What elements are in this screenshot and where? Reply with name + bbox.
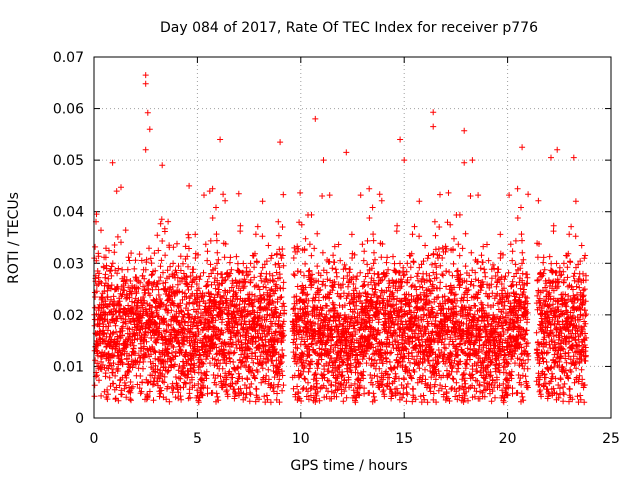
x-tick-label: 5 [193, 431, 202, 447]
y-tick-label: 0.05 [53, 153, 84, 169]
x-tick-label: 15 [395, 431, 413, 447]
x-tick-label: 10 [292, 431, 310, 447]
y-tick-label: 0.06 [53, 102, 84, 118]
y-tick-label: 0.02 [53, 308, 84, 324]
roti-points [91, 72, 590, 406]
x-tick-label: 25 [602, 431, 620, 447]
y-tick-label: 0.01 [53, 359, 84, 375]
y-tick-label: 0.07 [53, 50, 84, 66]
y-tick-label: 0 [75, 411, 84, 427]
chart-title: Day 084 of 2017, Rate Of TEC Index for r… [160, 20, 538, 36]
x-axis-label: GPS time / hours [290, 458, 407, 474]
axis-ticks: 0 0.01 0.02 0.03 0.04 0.05 0.06 0.07 0 5 10 15 20 25 [53, 50, 620, 447]
plot-frame [93, 56, 612, 419]
y-tick-label: 0.04 [53, 205, 84, 221]
x-tick-label: 0 [90, 431, 99, 447]
y-tick-label: 0.03 [53, 256, 84, 272]
y-axis-label: ROTI / TECUs [6, 192, 22, 284]
data-points [91, 72, 590, 406]
x-tick-label: 20 [499, 431, 517, 447]
